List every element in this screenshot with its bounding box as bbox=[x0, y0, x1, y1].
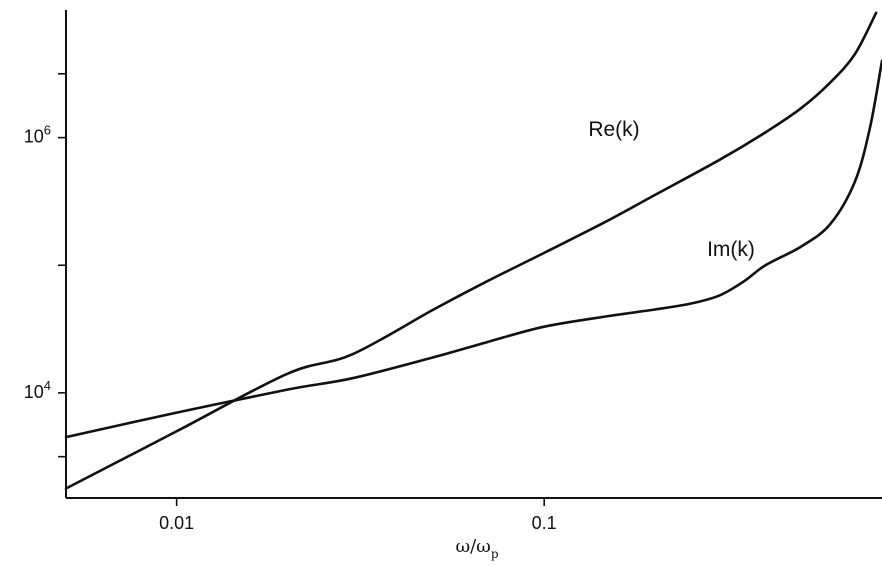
series-label-re-k: Re(k) bbox=[588, 118, 639, 141]
chart-series bbox=[64, 11, 882, 490]
y-tick-label-0: 104 bbox=[24, 378, 51, 402]
series-line-re-k bbox=[64, 11, 878, 490]
series-line-im-k bbox=[64, 59, 882, 439]
chart-axes: 0.01 0.1 104 106 bbox=[24, 10, 882, 533]
chart-labels: Re(k) Im(k) ω/ωp bbox=[455, 118, 754, 561]
x-tick-label-0-01: 0.01 bbox=[159, 513, 194, 533]
series-label-im-k: Im(k) bbox=[707, 238, 755, 261]
y-tick-label-1: 106 bbox=[24, 123, 51, 147]
x-tick-label-0-1: 0.1 bbox=[532, 513, 557, 533]
x-axis-label: ω/ωp bbox=[455, 536, 498, 561]
